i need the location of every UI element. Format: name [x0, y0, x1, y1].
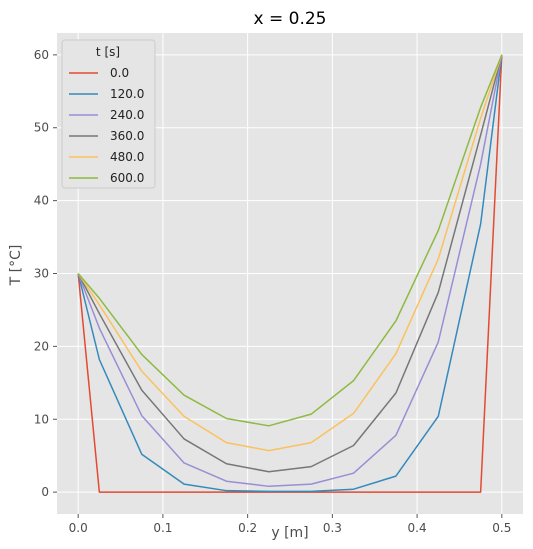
y-tick-label: 30 [34, 267, 49, 281]
y-tick-label: 0 [41, 485, 49, 499]
y-axis-label: T [°C] [8, 245, 24, 287]
grid-lines [57, 33, 523, 514]
x-tick-label: 0.4 [408, 521, 427, 535]
series-line-120.0 [77, 54, 503, 493]
series-line-240.0 [77, 54, 503, 488]
x-axis-ticks: 0.0 0.1 0.2 0.3 0.4 0.5 [69, 514, 511, 535]
y-axis-ticks: 0 10 20 30 40 50 60 [34, 48, 57, 499]
series-lines [77, 54, 503, 493]
legend-title: t [s] [96, 45, 120, 59]
legend-label: 480.0 [110, 150, 144, 164]
legend-label: 120.0 [110, 87, 144, 101]
x-tick-label: 0.3 [323, 521, 342, 535]
y-tick-label: 60 [34, 48, 49, 62]
x-tick-label: 0.5 [492, 521, 511, 535]
y-tick-label: 10 [34, 412, 49, 426]
legend-label: 360.0 [110, 129, 144, 143]
legend-label: 240.0 [110, 108, 144, 122]
chart-title: x = 0.25 [254, 9, 327, 29]
y-tick-label: 40 [34, 194, 49, 208]
x-tick-label: 0.2 [238, 521, 257, 535]
legend-label: 0.0 [110, 66, 129, 80]
x-tick-label: 0.1 [153, 521, 172, 535]
y-tick-label: 50 [34, 121, 49, 135]
y-tick-label: 20 [34, 339, 49, 353]
series-line-360.0 [77, 54, 503, 473]
x-tick-label: 0.0 [69, 521, 88, 535]
legend-label: 600.0 [110, 171, 144, 185]
legend-items: 0.0 120.0 240.0 360.0 480.0 600.0 [69, 66, 144, 185]
legend: t [s] 0.0 120.0 240.0 360.0 480.0 600.0 [61, 39, 156, 189]
series-line-600.0 [77, 54, 503, 427]
legend-box [61, 39, 156, 189]
x-axis-label: y [m] [271, 525, 308, 541]
series-line-480.0 [77, 54, 503, 452]
